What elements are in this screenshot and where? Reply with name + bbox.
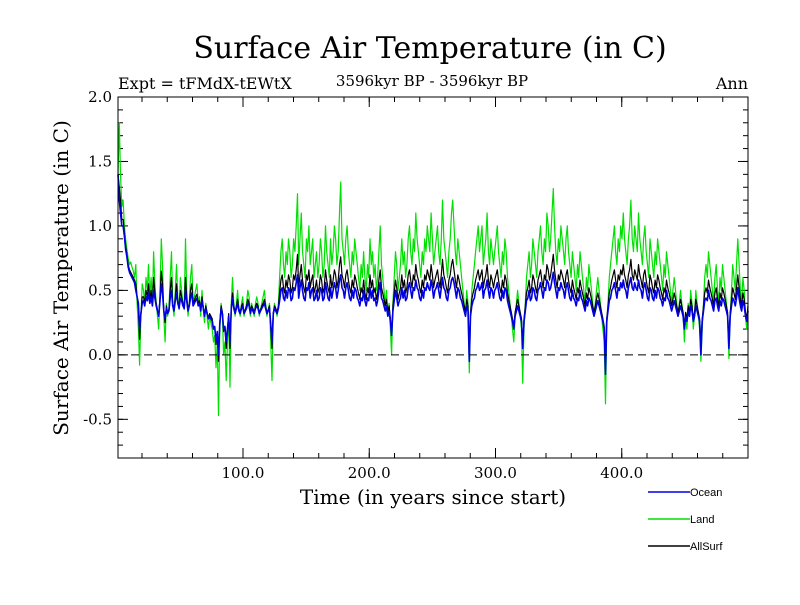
- plot-frame: [117, 96, 749, 459]
- x-axis-label: Time (in years since start): [300, 485, 566, 509]
- y-tick-label: 1.5: [88, 152, 112, 170]
- x-tick-label: 100.0: [222, 464, 265, 482]
- period-label: 3596kyr BP - 3596kyr BP: [336, 72, 528, 90]
- legend-label-land: Land: [690, 514, 714, 526]
- y-tick-label: 0.0: [88, 346, 112, 364]
- x-tick-label: 200.0: [348, 464, 391, 482]
- legend: Ocean Land AllSurf: [648, 487, 723, 553]
- legend-label-allsurf: AllSurf: [690, 541, 723, 553]
- x-tick-label: 400.0: [600, 464, 643, 482]
- y-tick-label: 0.5: [88, 281, 112, 299]
- series-line-land: [117, 122, 749, 417]
- y-tick-label: 1.0: [88, 217, 112, 235]
- series-layer: [117, 122, 749, 417]
- season-label: Ann: [715, 74, 748, 93]
- series-line-ocean: [117, 174, 749, 376]
- y-tick-label: 2.0: [88, 88, 112, 106]
- y-axis-label: Surface Air Temperature (in C): [49, 120, 73, 436]
- legend-label-ocean: Ocean: [690, 487, 722, 499]
- x-tick-label: 300.0: [474, 464, 517, 482]
- y-tick-label: -0.5: [83, 410, 112, 428]
- experiment-label: Expt = tFMdX-tEWtX: [118, 74, 292, 93]
- chart-title: Surface Air Temperature (in C): [193, 31, 666, 66]
